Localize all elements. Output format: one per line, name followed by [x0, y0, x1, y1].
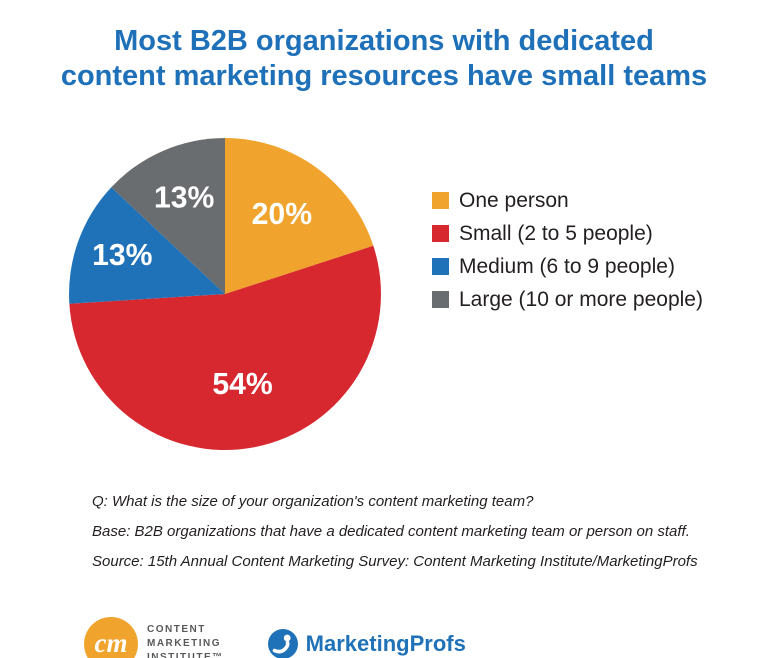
legend-item-1: Small (2 to 5 people)	[432, 222, 703, 246]
legend-label: One person	[459, 188, 569, 212]
page-title: Most B2B organizations with dedicated co…	[20, 24, 748, 95]
page-title-line1: Most B2B organizations with dedicated	[114, 25, 654, 57]
legend-swatch-icon	[432, 192, 449, 210]
page-title-line2: content marketing resources have small t…	[60, 60, 708, 93]
legend-swatch-icon	[432, 291, 449, 309]
pie-slice-label-3: 13%	[154, 181, 215, 214]
legend-item-3: Large (10 or more people)	[432, 288, 703, 312]
legend-item-0: One person	[432, 189, 703, 213]
chart-legend: One person Small (2 to 5 people) Medium (6…	[432, 189, 703, 455]
footnote-source: Source: 15th Annual Content Marketing Su…	[92, 552, 698, 570]
pie-slice-label-0: 20%	[252, 198, 313, 231]
pie-slice-0	[225, 137, 374, 294]
cmi-logo-text-line3: INSTITUTE™	[147, 651, 224, 658]
cmi-logo-text-line1: CONTENT	[147, 623, 206, 635]
pie-slice-3	[111, 137, 225, 294]
footnote-base: Base: B2B organizations that have a dedi…	[92, 522, 690, 540]
cmi-logo-text: CONTENT MARKETING INSTITUTE™	[147, 623, 224, 658]
marketingprofs-logo-text: MarketingProfs	[305, 630, 466, 656]
pie-slice-label-1: 54%	[212, 368, 273, 401]
pie-slice-1	[69, 245, 381, 450]
pie-slice-label-2: 13%	[92, 239, 153, 272]
legend-label: Medium (6 to 9 people)	[459, 254, 675, 278]
cmi-logo: cm CONTENT MARKETING INSTITUTE™	[84, 616, 224, 658]
marketingprofs-logo-icon	[267, 628, 298, 658]
legend-swatch-icon	[432, 225, 449, 243]
legend-item-2: Medium (6 to 9 people)	[432, 255, 703, 279]
chart-area: 20% 54% 13% 13% One person Small (2 to 5 peo…	[0, 133, 768, 455]
cmi-logo-text-line2: MARKETING	[147, 637, 222, 649]
legend-label: Large (10 or more people)	[459, 287, 703, 311]
logos-row: cm CONTENT MARKETING INSTITUTE™ Marketin…	[84, 616, 768, 658]
pie-slice-2	[69, 186, 225, 304]
legend-label: Small (2 to 5 people)	[459, 221, 653, 245]
pie-chart: 20% 54% 13%13%	[69, 137, 381, 450]
footnotes: Q: What is the size of your organization…	[92, 487, 768, 577]
pie-chart-container: 20% 54% 13% 13%	[64, 133, 386, 455]
cmi-logo-icon: cm	[84, 616, 138, 658]
legend-swatch-icon	[432, 258, 449, 276]
marketingprofs-logo: MarketingProfs	[267, 628, 466, 658]
footnote-question: Q: What is the size of your organization…	[92, 492, 534, 510]
